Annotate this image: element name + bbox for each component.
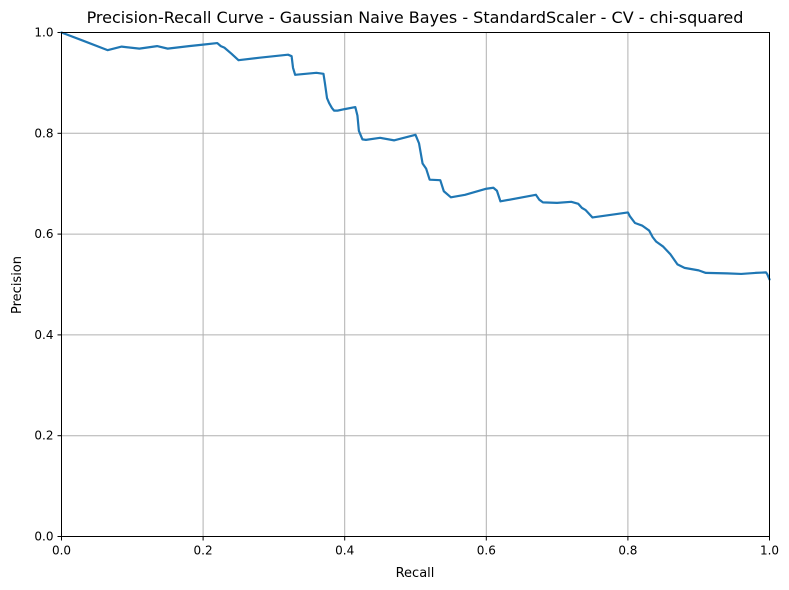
x-tick-label: 0.8 <box>618 544 637 558</box>
x-tick-label: 0.2 <box>194 544 213 558</box>
y-tick-label: 0.0 <box>34 530 53 544</box>
x-tick-label: 1.0 <box>760 544 779 558</box>
grid-lines <box>61 32 770 537</box>
x-tick-label: 0.4 <box>335 544 354 558</box>
plot-frame <box>61 32 770 537</box>
y-tick-label: 0.4 <box>34 328 53 342</box>
x-tick-label: 0.0 <box>52 544 71 558</box>
axis-ticks: 0.0 0.2 0.4 0.6 0.8 1.0 0.0 0.2 0.4 0.6 0.8 1.0 <box>34 26 779 558</box>
series-layer <box>60 31 771 281</box>
chart-title: Precision-Recall Curve - Gaussian Naive … <box>87 8 744 27</box>
x-axis-label: Recall <box>396 566 435 581</box>
y-tick-label: 0.8 <box>34 126 53 140</box>
x-tick-label: 0.6 <box>477 544 496 558</box>
y-tick-label: 1.0 <box>34 26 53 40</box>
y-axis-label: Precision <box>10 256 25 314</box>
y-tick-label: 0.6 <box>34 227 53 241</box>
precision-recall-line <box>60 31 771 281</box>
y-tick-label: 0.2 <box>34 429 53 443</box>
